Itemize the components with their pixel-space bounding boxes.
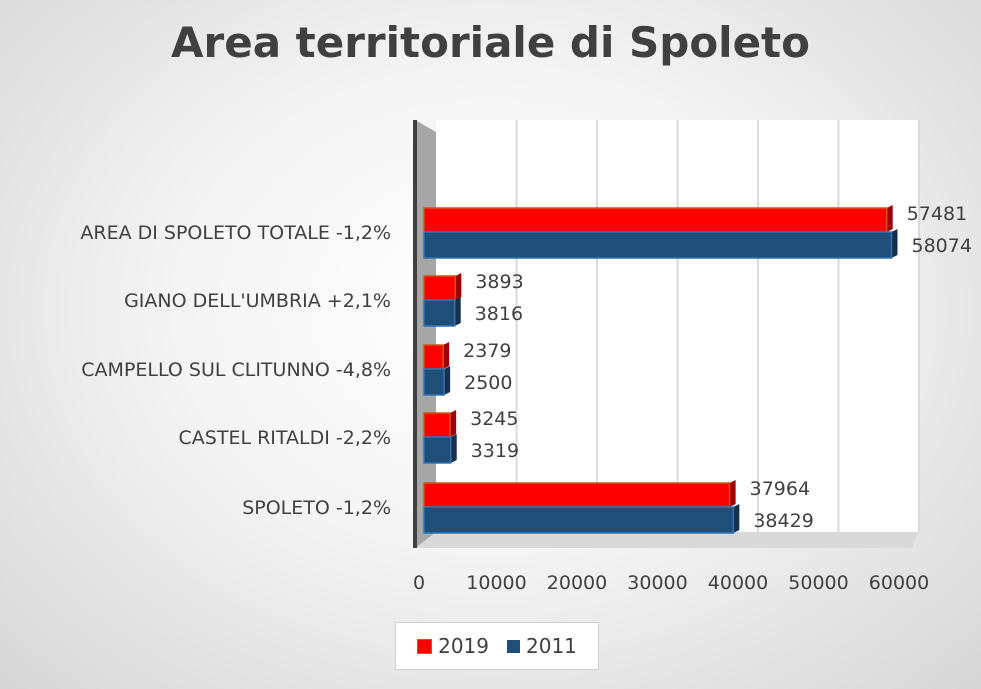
bar-2019 bbox=[423, 412, 451, 438]
bar-side bbox=[729, 480, 736, 507]
legend-swatch bbox=[507, 639, 520, 653]
bar-side bbox=[444, 366, 451, 395]
x-tick-label: 20000 bbox=[547, 572, 607, 594]
category-label: CASTEL RITALDI -2,2% bbox=[179, 427, 391, 449]
legend-item-2011: 2011 bbox=[507, 634, 577, 658]
category-label: GIANO DELL'UMBRIA +2,1% bbox=[124, 290, 391, 312]
value-label: 3893 bbox=[475, 271, 523, 293]
value-label: 38429 bbox=[753, 510, 813, 532]
value-label: 3319 bbox=[471, 440, 519, 462]
bar-2011 bbox=[423, 299, 456, 327]
category-label: CAMPELLO SUL CLITUNNO -4,8% bbox=[81, 359, 391, 381]
bar-side bbox=[455, 273, 462, 300]
x-tick-label: 10000 bbox=[466, 572, 526, 594]
bar-side bbox=[733, 504, 740, 533]
plot-floor bbox=[414, 532, 919, 548]
bar-side bbox=[450, 434, 457, 463]
x-tick-label: 0 bbox=[413, 572, 425, 594]
legend-swatch bbox=[417, 638, 433, 654]
legend-label: 2011 bbox=[526, 634, 577, 658]
x-tick-label: 60000 bbox=[869, 572, 929, 594]
category-label: AREA DI SPOLETO TOTALE -1,2% bbox=[80, 222, 391, 244]
value-label: 58074 bbox=[911, 235, 971, 257]
value-label: 57481 bbox=[907, 203, 967, 225]
value-label: 2379 bbox=[463, 340, 511, 362]
bar-side bbox=[450, 410, 457, 437]
bar-2019 bbox=[423, 207, 888, 233]
legend-label: 2019 bbox=[438, 634, 489, 658]
category-label: SPOLETO -1,2% bbox=[242, 497, 391, 519]
value-label: 2500 bbox=[464, 372, 512, 394]
bar-side bbox=[454, 297, 461, 326]
bar-2011 bbox=[423, 368, 445, 396]
bar-2011 bbox=[423, 231, 893, 259]
bar-side bbox=[886, 205, 893, 232]
legend-item-2019: 2019 bbox=[417, 634, 489, 658]
chart-title: Area territoriale di Spoleto bbox=[170, 18, 810, 67]
x-tick-label: 30000 bbox=[627, 572, 687, 594]
bar-2011 bbox=[423, 436, 452, 464]
bar-side bbox=[891, 229, 898, 258]
bar-2019 bbox=[423, 482, 731, 508]
value-label: 3816 bbox=[475, 303, 523, 325]
value-label: 3245 bbox=[470, 408, 518, 430]
bar-2011 bbox=[423, 506, 735, 534]
bar-2019 bbox=[423, 275, 457, 301]
value-label: 37964 bbox=[750, 478, 810, 500]
x-tick-label: 50000 bbox=[788, 572, 848, 594]
x-tick-label: 40000 bbox=[708, 572, 768, 594]
bar-side bbox=[443, 342, 450, 369]
bar-2019 bbox=[423, 344, 444, 370]
legend: 2019 2011 bbox=[395, 622, 599, 670]
